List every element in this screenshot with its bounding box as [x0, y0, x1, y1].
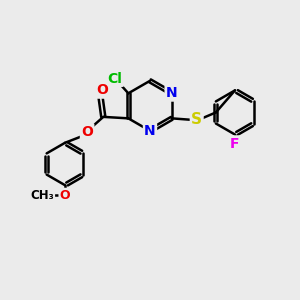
Text: O: O: [96, 83, 108, 98]
Text: Cl: Cl: [108, 72, 122, 86]
Text: O: O: [60, 189, 70, 202]
Text: N: N: [166, 86, 178, 100]
Text: O: O: [81, 124, 93, 139]
Text: N: N: [144, 124, 156, 138]
Text: F: F: [230, 137, 240, 151]
Text: CH₃: CH₃: [30, 189, 54, 202]
Text: S: S: [191, 112, 202, 127]
